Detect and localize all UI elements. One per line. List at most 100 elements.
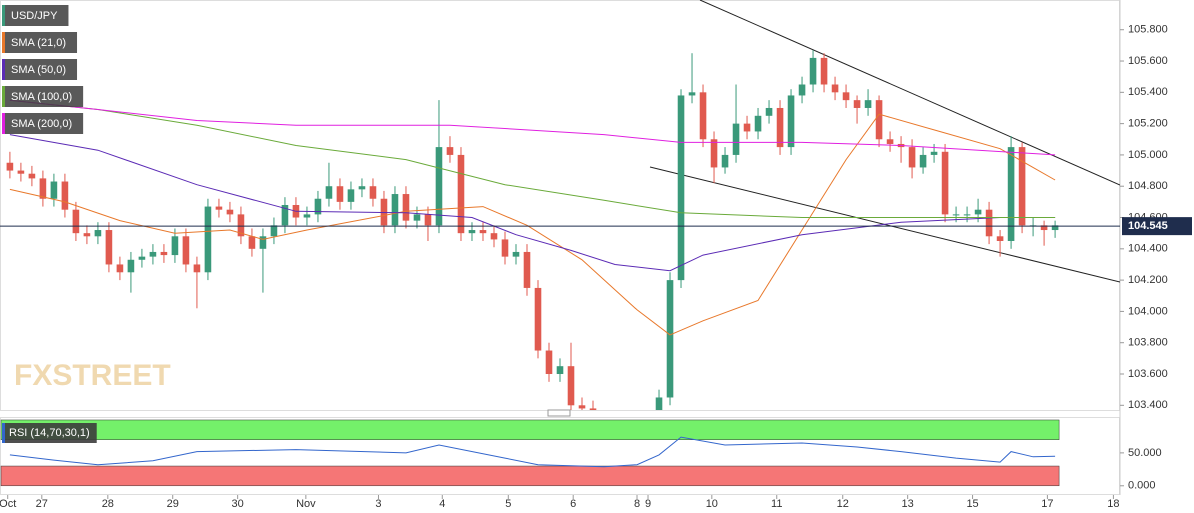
candle-body <box>116 264 124 273</box>
watermark: FXSTREET <box>14 359 171 392</box>
candle-body <box>325 186 333 199</box>
legend-box[interactable] <box>2 5 69 26</box>
candle-body <box>369 186 377 199</box>
x-tick-label: 6 <box>570 498 576 510</box>
candle-body <box>149 251 157 257</box>
candle-body <box>314 198 322 215</box>
candle-body <box>248 236 256 249</box>
candle-body <box>710 139 718 168</box>
candle-body <box>721 154 729 168</box>
candle-body <box>435 147 443 226</box>
candle-body <box>787 95 795 148</box>
x-tick-label: 4 <box>439 498 445 510</box>
candle-body <box>17 170 25 174</box>
candle-body <box>908 147 916 168</box>
candle-body <box>864 100 872 108</box>
y-tick-label: 103.800 <box>1128 337 1168 349</box>
legend-label: SMA (21,0) <box>11 37 66 49</box>
legend-box[interactable] <box>2 59 78 80</box>
candle-body <box>545 350 553 375</box>
rsi-legend-box <box>2 423 97 443</box>
candle-body <box>1018 147 1026 226</box>
candle-body <box>842 92 850 101</box>
rsi-overbought-zone <box>0 419 1060 440</box>
candle-body <box>534 287 542 351</box>
rsi-oversold-zone <box>0 465 1060 487</box>
legend-label: SMA (50,0) <box>11 64 66 76</box>
candle-body <box>941 151 949 215</box>
panel-resize-handle[interactable] <box>547 409 571 417</box>
x-tick-label: 28 <box>102 498 114 510</box>
candle-body <box>798 84 806 96</box>
candle-body <box>391 194 399 226</box>
x-tick-label: 18 <box>1107 498 1119 510</box>
candle-body <box>127 259 135 273</box>
legend-swatch <box>2 32 5 53</box>
candle-body <box>886 139 894 144</box>
candle-body <box>83 233 91 237</box>
candle-body <box>996 236 1004 241</box>
legend-box[interactable] <box>2 86 84 107</box>
candle-body <box>215 206 223 210</box>
candle-body <box>1051 225 1059 231</box>
y-tick-label: 104.400 <box>1128 243 1168 255</box>
candle-body <box>820 57 828 85</box>
legend-box[interactable] <box>2 113 84 134</box>
candle-body <box>347 189 355 202</box>
y-tick-label: 103.400 <box>1128 399 1168 411</box>
candle-body <box>72 209 80 234</box>
candle-body <box>457 154 465 234</box>
candle-body <box>358 186 366 190</box>
legend-label: SMA (100,0) <box>11 91 72 103</box>
candle-body <box>732 123 740 155</box>
candle-body <box>831 84 839 93</box>
x-tick-label: 30 <box>232 498 244 510</box>
candle-body <box>94 230 102 237</box>
candle-body <box>50 181 58 199</box>
candle-body <box>182 236 190 265</box>
x-tick-label: Nov <box>296 498 316 510</box>
candle-body <box>578 405 586 409</box>
x-tick-label: 15 <box>966 498 978 510</box>
candle-body <box>853 100 861 108</box>
candle-body <box>204 206 212 273</box>
legend: USD/JPY SMA (21,0) SMA (50,0) SMA (100,0) SM… <box>2 5 84 134</box>
candle-body <box>138 256 146 260</box>
candle-body <box>809 57 817 85</box>
y-tick-label: 105.000 <box>1128 149 1168 161</box>
x-tick-label: 13 <box>902 498 914 510</box>
x-tick-label: 27 <box>36 498 48 510</box>
candle-body <box>281 205 289 226</box>
x-tick-label: Oct <box>0 498 16 510</box>
candle-body <box>226 209 234 215</box>
x-tick-label: 17 <box>1041 498 1053 510</box>
candle-body <box>402 194 410 221</box>
last-price-box <box>1122 217 1192 236</box>
candle-body <box>105 230 113 265</box>
y-tick-label: 105.200 <box>1128 118 1168 130</box>
candle-body <box>303 214 311 218</box>
y-tick-label: 104.800 <box>1128 180 1168 192</box>
candle-body <box>567 366 575 406</box>
legend-box[interactable] <box>2 32 78 53</box>
x-tick-label: 9 <box>645 498 651 510</box>
candle-body <box>237 214 245 237</box>
candle-body <box>446 147 454 155</box>
candle-body <box>765 107 773 116</box>
x-tick-label: 10 <box>706 498 718 510</box>
indicator-line <box>9 436 1056 468</box>
legend-swatch <box>2 86 5 107</box>
legend-label: USD/JPY <box>11 10 58 22</box>
y-tick-label: 104.200 <box>1128 274 1168 286</box>
candle-body <box>930 151 938 155</box>
y-tick-label: 104.000 <box>1128 305 1168 317</box>
candle-body <box>336 186 344 202</box>
candle-body <box>963 214 971 216</box>
candle-body <box>413 214 421 221</box>
y-tick-label: 103.600 <box>1128 368 1168 380</box>
rsi-legend-swatch <box>2 423 5 443</box>
indicator-line <box>9 99 1056 156</box>
candle-body <box>61 181 69 210</box>
legend-swatch <box>2 5 5 26</box>
indicator-line <box>9 99 1056 218</box>
